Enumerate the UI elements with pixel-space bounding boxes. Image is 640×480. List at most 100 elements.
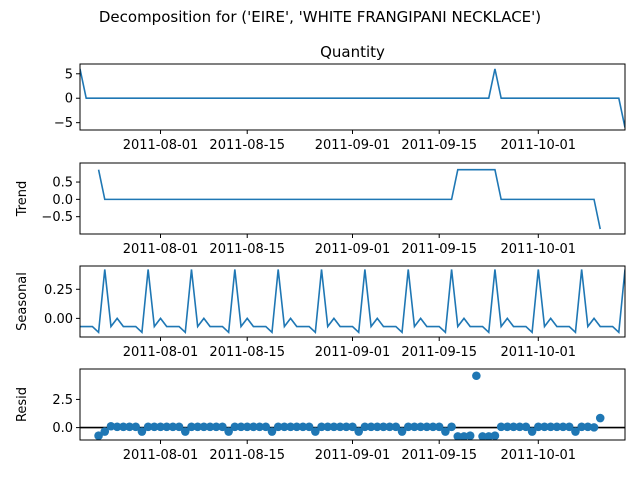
resid-point bbox=[304, 422, 314, 432]
quantity-axes-frame bbox=[79, 63, 626, 131]
resid-point bbox=[317, 422, 326, 432]
resid-point bbox=[564, 422, 574, 432]
seasonal-ytick-label: 0.25 bbox=[44, 283, 73, 298]
resid-ylabel: Resid bbox=[15, 387, 30, 422]
trend-ytick-label: 0.0 bbox=[52, 193, 73, 208]
seasonal-ylabel: Seasonal bbox=[15, 272, 30, 331]
resid-point bbox=[484, 432, 494, 440]
resid-point bbox=[224, 427, 233, 436]
resid-point bbox=[515, 422, 525, 432]
resid-data bbox=[80, 371, 625, 440]
trend-xtick-label: 2011-10-01 bbox=[501, 242, 577, 257]
quantity-title: Quantity bbox=[320, 43, 385, 61]
resid-point bbox=[329, 422, 339, 432]
resid-point bbox=[503, 422, 512, 432]
resid-point bbox=[391, 422, 401, 432]
resid-point bbox=[416, 422, 425, 432]
trend-ytick-label: −0.5 bbox=[41, 210, 73, 225]
resid-point bbox=[595, 413, 605, 423]
resid-point bbox=[94, 431, 103, 440]
resid-point bbox=[354, 427, 363, 436]
resid-point bbox=[119, 422, 128, 432]
resid-point bbox=[434, 422, 444, 432]
seasonal-panel: Seasonal 2011-08-01 2011-08-15 2011-09-01 20… bbox=[15, 265, 626, 360]
resid-point bbox=[533, 422, 543, 432]
resid-point bbox=[273, 422, 283, 432]
quantity-xtick-label: 2011-09-01 bbox=[315, 138, 391, 153]
seasonal-xtick-label: 2011-10-01 bbox=[501, 345, 577, 360]
resid-point bbox=[187, 422, 196, 432]
resid-point bbox=[546, 422, 555, 432]
resid-point bbox=[422, 422, 432, 432]
seasonal-xtick-label: 2011-08-15 bbox=[209, 345, 285, 360]
seasonal-series-line bbox=[80, 269, 625, 335]
resid-point bbox=[199, 422, 209, 432]
resid-point bbox=[342, 422, 351, 432]
resid-point bbox=[521, 422, 531, 432]
quantity-series-line bbox=[80, 68, 625, 128]
resid-point bbox=[286, 422, 295, 432]
resid-point bbox=[280, 422, 289, 432]
resid-point bbox=[385, 422, 394, 432]
resid-point bbox=[311, 427, 320, 436]
resid-point bbox=[143, 422, 153, 432]
resid-point bbox=[323, 422, 333, 432]
trend-data bbox=[97, 168, 602, 230]
resid-point bbox=[230, 422, 240, 432]
resid-point bbox=[403, 422, 413, 432]
resid-point bbox=[496, 422, 506, 432]
resid-point bbox=[348, 422, 357, 432]
resid-ytick-label: 2.5 bbox=[52, 393, 73, 408]
resid-point bbox=[205, 422, 215, 432]
resid-point bbox=[379, 422, 388, 432]
resid-panel: Resid 2011-08-01 2011-08-15 2011-09-01 2011-… bbox=[15, 368, 626, 463]
resid-point bbox=[583, 422, 593, 432]
resid-point bbox=[589, 423, 599, 432]
resid-point bbox=[335, 422, 345, 432]
resid-point bbox=[478, 432, 487, 440]
resid-point bbox=[465, 431, 475, 440]
resid-point bbox=[156, 422, 165, 432]
resid-xtick-label: 2011-08-15 bbox=[209, 448, 285, 463]
resid-point bbox=[552, 422, 562, 432]
resid-point bbox=[540, 422, 549, 432]
resid-point bbox=[577, 422, 586, 432]
resid-point bbox=[255, 422, 264, 432]
resid-point bbox=[261, 422, 271, 432]
resid-point bbox=[447, 422, 456, 432]
resid-xtick-label: 2011-08-01 bbox=[123, 448, 199, 463]
resid-point bbox=[193, 422, 202, 432]
resid-point bbox=[410, 422, 419, 432]
quantity-xtick-label: 2011-08-01 bbox=[123, 138, 199, 153]
resid-point bbox=[162, 422, 172, 432]
resid-point bbox=[211, 422, 221, 432]
resid-point bbox=[150, 422, 159, 432]
resid-xtick-label: 2011-09-01 bbox=[315, 448, 391, 463]
resid-point bbox=[472, 371, 481, 381]
resid-point bbox=[168, 422, 178, 432]
quantity-panel: Quantity 2011-08-01 2011-08-15 2011-09-01 20… bbox=[54, 43, 626, 153]
resid-point bbox=[125, 422, 134, 432]
resid-point bbox=[180, 427, 190, 436]
resid-point bbox=[174, 422, 184, 432]
trend-series-line bbox=[97, 168, 602, 230]
resid-point bbox=[100, 427, 110, 436]
resid-point bbox=[292, 422, 302, 432]
resid-point bbox=[218, 422, 227, 432]
resid-point bbox=[236, 422, 246, 432]
trend-xtick-label: 2011-08-15 bbox=[209, 242, 285, 257]
resid-point bbox=[360, 422, 370, 432]
trend-ytick-label: 0.5 bbox=[52, 176, 73, 191]
trend-xtick-label: 2011-09-01 bbox=[315, 242, 391, 257]
trend-panel: Trend 2011-08-01 2011-08-15 2011-09-01 2011-… bbox=[15, 162, 626, 257]
resid-point bbox=[267, 427, 277, 436]
resid-point bbox=[112, 422, 122, 432]
resid-point bbox=[459, 432, 469, 440]
resid-point bbox=[490, 431, 500, 440]
trend-xtick-label: 2011-09-15 bbox=[401, 242, 477, 257]
seasonal-data bbox=[80, 269, 625, 335]
resid-point bbox=[453, 432, 463, 440]
resid-point bbox=[298, 422, 308, 432]
seasonal-xtick-label: 2011-09-15 bbox=[401, 345, 477, 360]
